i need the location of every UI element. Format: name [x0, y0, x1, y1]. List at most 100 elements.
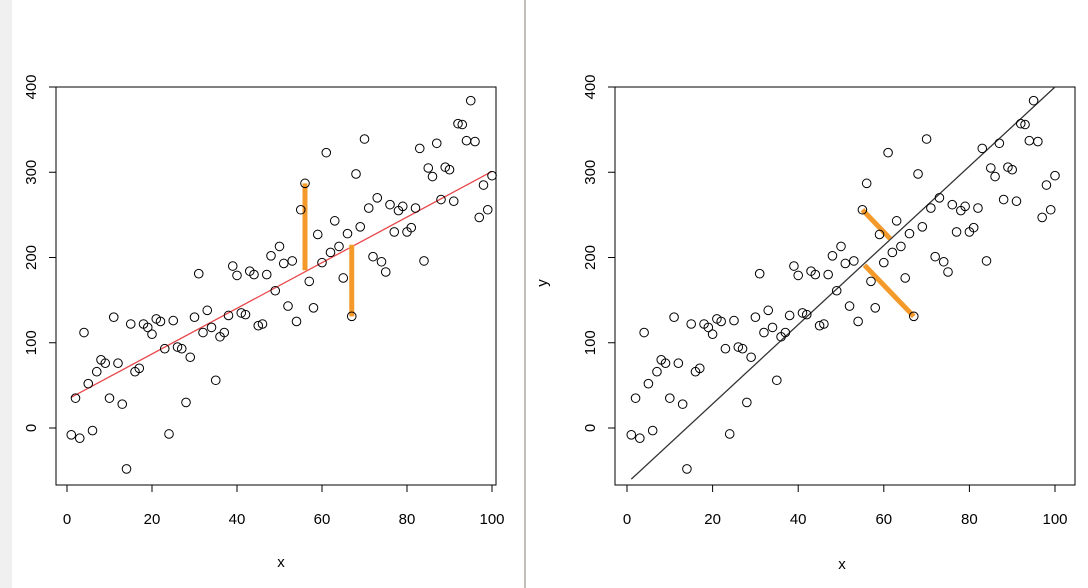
right-data-point — [844, 301, 855, 311]
right-y-axis-label: y — [534, 279, 551, 287]
left-data-point — [283, 301, 293, 311]
left-y-tick-label: 300 — [23, 160, 40, 185]
right-data-point — [934, 193, 945, 203]
left-data-point — [329, 216, 340, 226]
right-data-point — [814, 320, 825, 331]
right-residual-segment — [860, 208, 893, 241]
left-data-point — [431, 138, 442, 149]
left-residuals-group — [302, 183, 355, 317]
right-data-point — [767, 322, 778, 333]
left-data-point — [478, 180, 489, 190]
left-data-point — [427, 171, 438, 182]
right-y-tick-label: 0 — [582, 424, 599, 432]
left-data-point — [66, 430, 77, 440]
right-data-point — [1024, 135, 1035, 146]
right-plot-frame — [614, 86, 1076, 486]
left-data-point — [355, 222, 366, 232]
right-data-point — [853, 316, 863, 327]
left-x-axis: 0 20 40 60 80 100 — [63, 485, 505, 528]
left-data-point — [295, 204, 306, 215]
left-data-point — [206, 322, 217, 333]
left-data-point — [113, 358, 123, 369]
right-data-point — [707, 329, 718, 340]
right-data-point — [772, 375, 782, 386]
left-data-point — [470, 136, 480, 147]
left-fit-line — [70, 170, 493, 398]
left-data-point — [121, 464, 132, 474]
left-data-point — [185, 352, 196, 363]
right-data-point — [1033, 136, 1043, 147]
left-data-point — [181, 397, 191, 408]
right-y-tick-label: 100 — [582, 330, 599, 355]
left-data-point — [253, 320, 264, 331]
left-data-point — [482, 204, 493, 215]
left-data-point — [261, 269, 272, 280]
left-data-point — [291, 316, 302, 327]
right-y-tick-label: 200 — [582, 245, 599, 270]
right-y-axis: 0 100 200 300 400 — [582, 74, 615, 432]
left-data-point — [142, 322, 153, 333]
left-data-point — [461, 135, 472, 146]
right-data-point — [1011, 196, 1022, 207]
left-data-point — [300, 178, 310, 189]
right-data-point — [801, 309, 812, 320]
left-x-tick-label: 40 — [229, 511, 246, 528]
left-data-point — [419, 256, 429, 266]
left-data-point — [176, 343, 187, 354]
left-data-point — [342, 228, 353, 239]
right-data-point — [994, 138, 1005, 149]
right-data-point — [639, 327, 649, 338]
right-data-point — [665, 393, 675, 403]
right-data-point — [840, 258, 851, 269]
right-data-point — [677, 399, 688, 409]
left-data-point — [397, 201, 408, 212]
right-data-point — [921, 134, 932, 144]
left-data-point — [70, 393, 81, 403]
right-data-point — [1037, 212, 1047, 223]
left-data-point — [410, 203, 421, 213]
right-data-point — [977, 143, 988, 154]
left-data-point — [159, 343, 170, 354]
left-data-point — [351, 169, 361, 179]
right-y-tick-label: 300 — [582, 160, 599, 185]
right-data-point — [891, 216, 902, 226]
left-x-axis-label: x — [277, 554, 285, 571]
right-data-point — [1007, 164, 1018, 175]
right-x-tick-label: 100 — [1042, 511, 1067, 528]
right-data-point — [986, 163, 996, 173]
left-data-point — [414, 143, 425, 154]
left-x-tick-label: 0 — [63, 511, 71, 528]
right-data-point — [716, 316, 726, 327]
left-data-point — [100, 358, 111, 369]
right-data-point — [883, 147, 893, 158]
left-data-point — [147, 329, 157, 340]
right-scatter-panel: 0 20 40 60 80 100 0 100 200 300 400 x y — [534, 74, 1076, 573]
left-scatter-panel: 0 20 40 60 80 100 0 100 200 300 400 x — [23, 74, 505, 571]
left-data-point — [74, 433, 85, 444]
left-data-point — [363, 203, 374, 213]
left-data-point — [104, 393, 115, 403]
right-residual-segment — [862, 263, 916, 319]
left-data-point — [189, 312, 200, 322]
left-data-point — [172, 342, 183, 352]
right-data-point — [831, 285, 842, 296]
left-data-point — [372, 193, 383, 203]
right-data-point — [673, 358, 684, 369]
left-data-point — [227, 261, 238, 271]
left-data-point — [312, 229, 323, 240]
right-data-point — [823, 269, 833, 280]
left-data-point — [168, 315, 179, 326]
right-x-tick-label: 20 — [704, 511, 721, 528]
left-data-point — [465, 95, 476, 106]
right-data-point — [1045, 204, 1056, 215]
left-side-strip — [0, 0, 12, 588]
right-x-tick-label: 80 — [961, 511, 978, 528]
right-data-point — [635, 433, 645, 444]
right-data-point — [729, 315, 739, 326]
right-fit-line-group — [630, 86, 1056, 480]
left-data-point — [304, 276, 315, 287]
left-data-point — [317, 257, 327, 268]
right-data-point — [784, 310, 795, 321]
right-data-point — [630, 393, 641, 403]
